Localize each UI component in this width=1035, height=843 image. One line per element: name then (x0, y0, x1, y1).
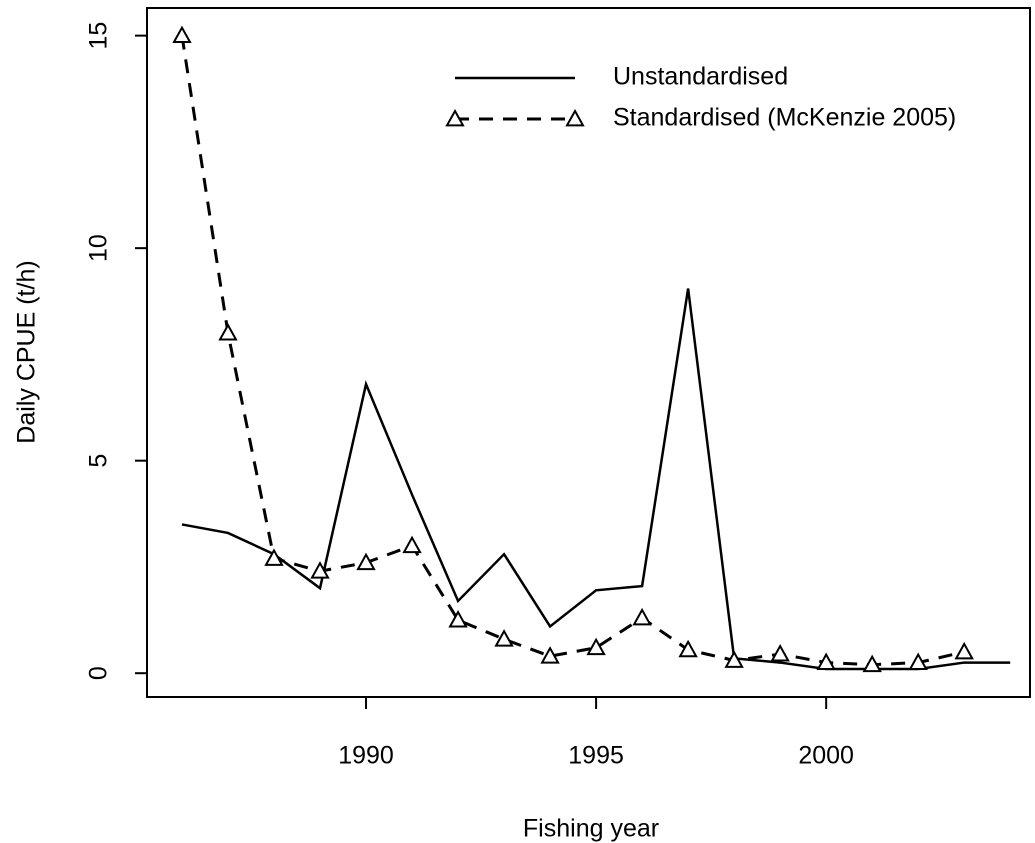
legend-marker (565, 108, 585, 127)
marker (448, 610, 468, 628)
series-line (181, 288, 1011, 671)
marker (356, 552, 376, 571)
y-tick-label: 5 (85, 454, 113, 468)
marker (172, 25, 192, 44)
x-tick-label: 1995 (568, 742, 624, 770)
legend-marker (445, 108, 465, 127)
marker (678, 639, 698, 658)
x-axis-label: Fishing year (523, 815, 659, 843)
y-tick-label: 15 (85, 22, 113, 50)
y-tick-label: 0 (85, 666, 113, 680)
plot-frame (146, 7, 1031, 698)
marker (862, 654, 882, 673)
marker (494, 629, 514, 647)
y-tick-label: 10 (85, 234, 113, 262)
x-tick-label: 2000 (798, 742, 854, 770)
marker (264, 548, 284, 566)
y-axis-label: Daily CPUE (t/h) (13, 260, 41, 443)
marker (586, 637, 606, 656)
marker (540, 646, 560, 664)
marker (632, 607, 652, 626)
x-tick-label: 1990 (338, 742, 394, 770)
marker (770, 644, 790, 662)
marker (724, 650, 744, 668)
legend-label: Standardised (McKenzie 2005) (613, 104, 956, 132)
marker (310, 561, 330, 579)
marker (954, 641, 974, 660)
marker (218, 323, 238, 341)
marker (908, 652, 928, 670)
legend-label: Unstandardised (613, 63, 788, 91)
marker (402, 535, 422, 554)
marker (816, 652, 836, 670)
